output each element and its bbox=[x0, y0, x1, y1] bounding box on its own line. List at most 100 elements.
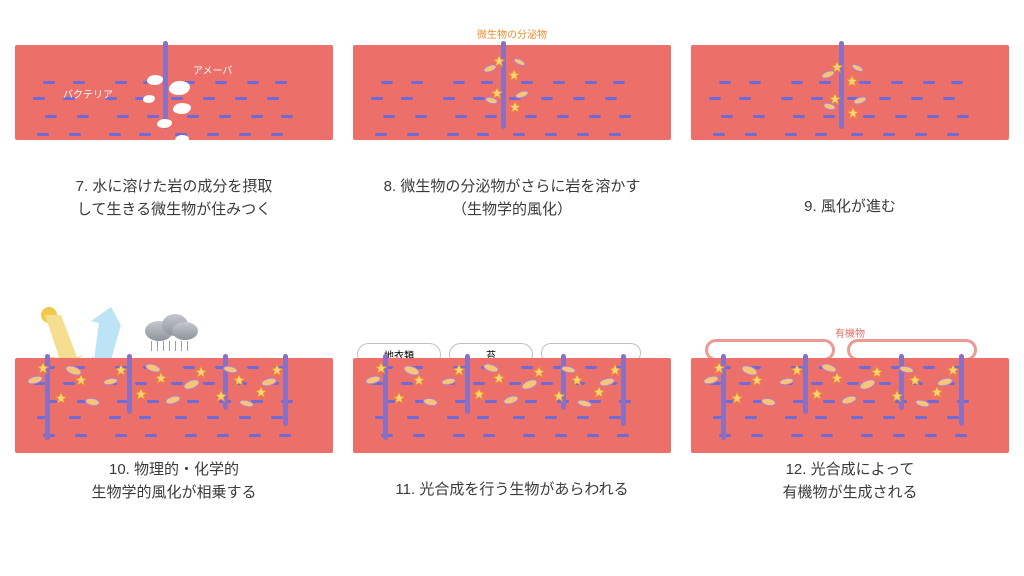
water-dash bbox=[117, 115, 129, 118]
water-dash bbox=[407, 133, 419, 136]
rock-8 bbox=[353, 45, 671, 140]
water-dash bbox=[413, 434, 425, 437]
microbe-ellipse-icon bbox=[840, 394, 858, 406]
water-dash bbox=[37, 133, 49, 136]
water-dash bbox=[115, 81, 127, 84]
water-dash bbox=[911, 97, 923, 100]
panel-10: 温める 冷める 10. 物理的・化学的生物学的風化が相乗する bbox=[15, 303, 333, 556]
water-dash bbox=[545, 133, 557, 136]
rain-drop bbox=[169, 341, 170, 351]
microbe-star-icon bbox=[731, 392, 743, 404]
caption-7: 7. 水に溶けた岩の成分を摂取して生きる微生物が住みつく bbox=[15, 176, 333, 221]
water-dash bbox=[893, 434, 905, 437]
water-dash bbox=[915, 416, 927, 419]
water-dash bbox=[281, 115, 293, 118]
water-dash bbox=[613, 81, 625, 84]
microbe-star-icon bbox=[713, 362, 725, 374]
microbe-star-icon bbox=[593, 386, 605, 398]
water-dash bbox=[749, 81, 761, 84]
water-dash bbox=[619, 115, 631, 118]
water-dash bbox=[411, 81, 423, 84]
water-dash bbox=[745, 133, 757, 136]
water-dash bbox=[145, 434, 157, 437]
water-dash bbox=[73, 81, 85, 84]
rain-drop bbox=[157, 341, 158, 351]
microbe-star-icon bbox=[115, 364, 127, 376]
water-dash bbox=[115, 434, 127, 437]
water-dash bbox=[609, 416, 621, 419]
crack bbox=[127, 354, 132, 414]
water-dash bbox=[811, 97, 823, 100]
water-dash bbox=[175, 416, 187, 419]
microbe-blob-icon bbox=[169, 81, 190, 95]
microbe-star-icon bbox=[891, 390, 903, 402]
water-dash bbox=[585, 366, 597, 369]
water-dash bbox=[781, 97, 793, 100]
water-dash bbox=[455, 115, 467, 118]
water-dash bbox=[523, 434, 535, 437]
water-dash bbox=[485, 115, 497, 118]
water-dash bbox=[171, 97, 183, 100]
water-dash bbox=[895, 115, 907, 118]
water-dash bbox=[239, 133, 251, 136]
water-dash bbox=[545, 416, 557, 419]
water-dash bbox=[879, 382, 891, 385]
microbe-star-icon bbox=[37, 362, 49, 374]
microbe-ellipse-icon bbox=[512, 57, 526, 68]
panel-9: 9. 風化が進む bbox=[691, 20, 1009, 273]
water-dash bbox=[473, 97, 485, 100]
water-dash bbox=[927, 115, 939, 118]
water-dash bbox=[33, 97, 45, 100]
water-dash bbox=[383, 115, 395, 118]
microbe-ellipse-icon bbox=[598, 376, 615, 388]
water-dash bbox=[45, 115, 57, 118]
caption-10: 10. 物理的・化学的生物学的風化が相乗する bbox=[15, 459, 333, 504]
crack bbox=[621, 354, 626, 426]
water-dash bbox=[219, 115, 231, 118]
microbe-ellipse-icon bbox=[260, 376, 277, 388]
microbe-blob-icon bbox=[147, 75, 163, 85]
panel-11: 地衣類 苔 11. 光合成を行う生物があらわれる bbox=[353, 303, 671, 556]
water-dash bbox=[785, 416, 797, 419]
water-dash bbox=[235, 97, 247, 100]
crack bbox=[839, 41, 844, 129]
microbe-star-icon bbox=[271, 364, 283, 376]
water-dash bbox=[589, 115, 601, 118]
microbe-blob-icon bbox=[157, 119, 172, 128]
water-dash bbox=[183, 366, 195, 369]
water-dash bbox=[553, 81, 565, 84]
microbe-star-icon bbox=[233, 374, 245, 386]
microbe-ellipse-icon bbox=[422, 397, 438, 407]
diagram-grid: バクテリア アメーバ 7. 水に溶けた岩の成分を摂取して生きる微生物が住みつく … bbox=[0, 0, 1024, 576]
rain-drop bbox=[181, 341, 182, 351]
microbe-star-icon bbox=[811, 388, 823, 400]
water-dash bbox=[957, 115, 969, 118]
microbe-ellipse-icon bbox=[502, 394, 520, 406]
water-dash bbox=[923, 81, 935, 84]
water-dash bbox=[609, 133, 621, 136]
bacteria-label: バクテリア bbox=[63, 86, 113, 101]
water-dash bbox=[477, 133, 489, 136]
crack bbox=[803, 354, 808, 414]
water-dash bbox=[925, 434, 937, 437]
water-dash bbox=[139, 416, 151, 419]
water-dash bbox=[135, 382, 147, 385]
water-dash bbox=[785, 133, 797, 136]
water-dash bbox=[453, 81, 465, 84]
microbe-star-icon bbox=[791, 364, 803, 376]
rain-drop bbox=[163, 341, 164, 351]
water-dash bbox=[381, 81, 393, 84]
water-dash bbox=[415, 115, 427, 118]
water-dash bbox=[509, 382, 521, 385]
caption-8: 8. 微生物の分泌物がさらに岩を溶かす（生物学的風化） bbox=[353, 176, 671, 221]
water-dash bbox=[63, 382, 75, 385]
water-dash bbox=[739, 97, 751, 100]
water-dash bbox=[823, 115, 835, 118]
microbe-ellipse-icon bbox=[482, 63, 498, 74]
water-dash bbox=[541, 382, 553, 385]
rock-10 bbox=[15, 358, 333, 453]
microbe-star-icon bbox=[947, 364, 959, 376]
microbe-star-icon bbox=[846, 75, 858, 87]
water-dash bbox=[521, 366, 533, 369]
water-dash bbox=[753, 115, 765, 118]
